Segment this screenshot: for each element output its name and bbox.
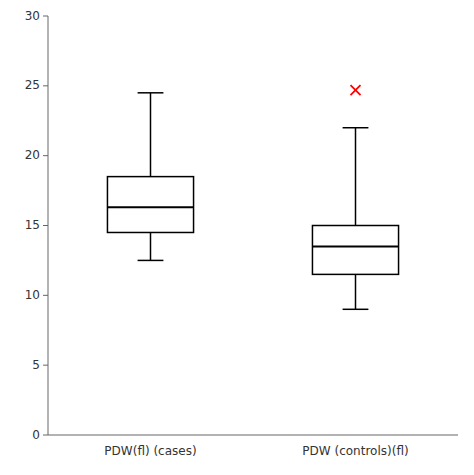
y-tick-label: 10 — [25, 288, 40, 302]
y-tick — [43, 295, 48, 296]
y-tick-label: 25 — [25, 78, 40, 92]
box-group — [312, 85, 398, 309]
y-tick-label: 30 — [25, 9, 40, 23]
x-axis-line — [48, 435, 458, 436]
marks — [107, 85, 398, 309]
y-tick-label: 0 — [32, 428, 40, 442]
flier-stroke — [351, 85, 361, 95]
flier-stroke — [351, 85, 361, 95]
cap-high — [138, 92, 164, 94]
whisker-low — [355, 274, 357, 309]
y-tick — [43, 155, 48, 156]
y-tick — [43, 16, 48, 17]
chart-svg: 0 5 10 15 20 25 30 PDW(fl) (cases) PDW (controls… — [0, 0, 474, 475]
y-tick-label: 15 — [25, 218, 40, 232]
x-tick-label: PDW (controls)(fl) — [302, 444, 408, 458]
y-tick-label: 20 — [25, 148, 40, 162]
median — [107, 206, 193, 208]
cap-low — [343, 309, 369, 311]
chart-container: 0 5 10 15 20 25 30 PDW(fl) (cases) PDW (controls… — [0, 0, 474, 475]
y-tick — [43, 225, 48, 226]
y-tick — [43, 435, 48, 436]
median — [312, 245, 398, 247]
y-tick — [43, 85, 48, 86]
x-tick-label: PDW(fl) (cases) — [104, 444, 196, 458]
box — [312, 226, 398, 275]
y-tick-label: 5 — [32, 358, 40, 372]
cap-low — [138, 260, 164, 262]
flier — [351, 85, 361, 95]
whisker-high — [355, 128, 357, 226]
box — [107, 177, 193, 233]
cap-high — [343, 127, 369, 129]
y-tick — [43, 365, 48, 366]
box-group — [107, 93, 193, 261]
whisker-high — [150, 93, 152, 177]
whisker-low — [150, 232, 152, 260]
